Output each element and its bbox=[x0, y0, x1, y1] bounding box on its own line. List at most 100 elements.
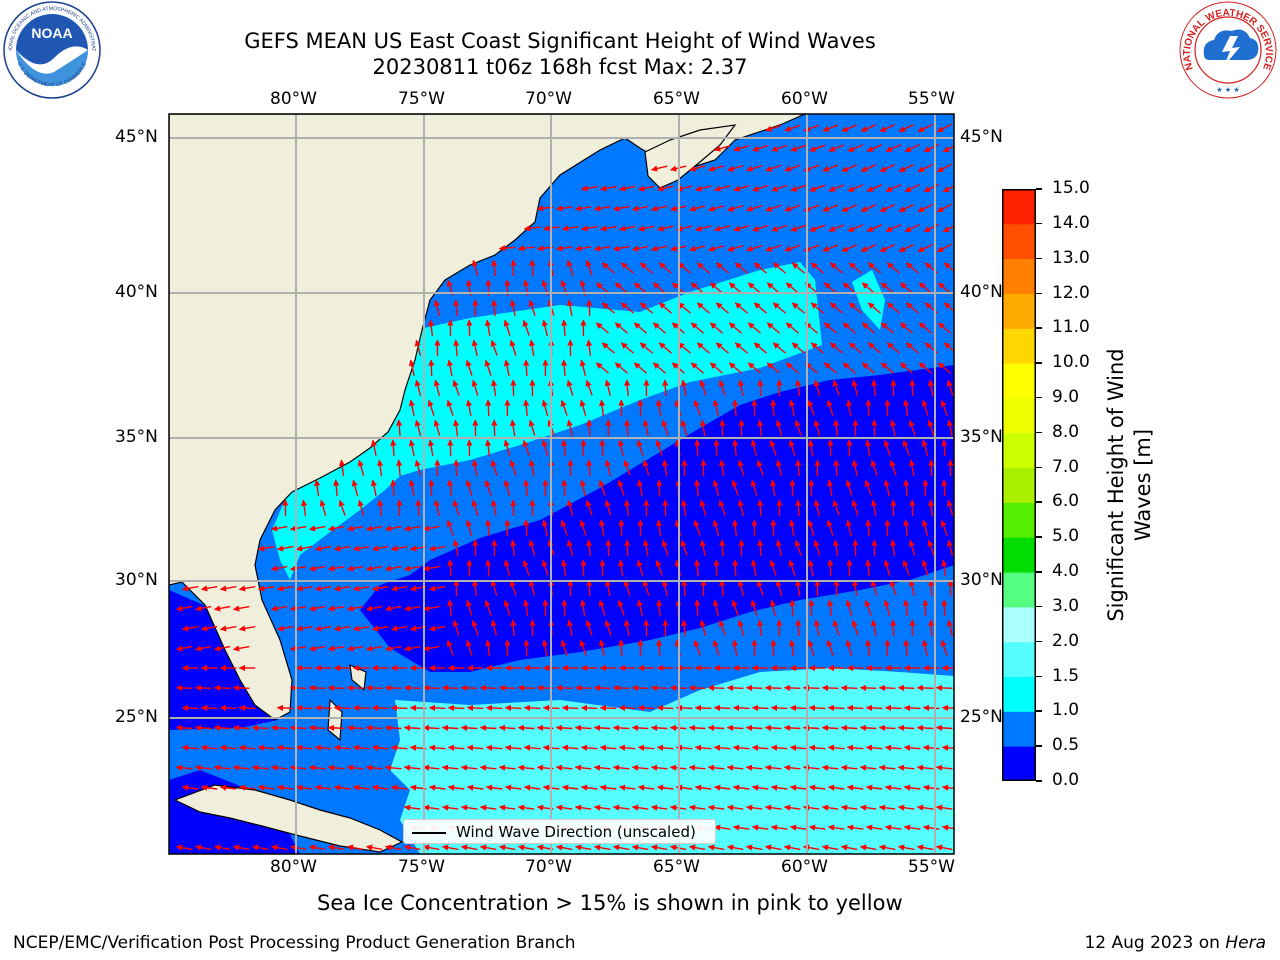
wind-wave-arrow bbox=[769, 559, 777, 576]
wind-wave-arrow bbox=[560, 399, 568, 416]
wind-wave-arrow bbox=[485, 784, 503, 791]
wind-wave-arrow bbox=[351, 479, 359, 496]
wind-wave-arrow bbox=[681, 579, 688, 597]
wind-wave-arrow bbox=[790, 224, 807, 232]
wind-wave-arrow bbox=[783, 724, 801, 731]
wind-wave-arrow bbox=[770, 824, 788, 831]
wind-wave-arrow bbox=[775, 539, 782, 556]
wind-wave-arrow bbox=[746, 244, 763, 252]
wind-wave-arrow bbox=[308, 605, 326, 612]
colorbar-block-7 bbox=[1002, 502, 1036, 538]
wind-wave-arrow bbox=[898, 163, 914, 173]
wind-wave-arrow bbox=[428, 784, 446, 791]
wind-wave-arrow bbox=[847, 184, 864, 192]
wind-wave-arrow bbox=[390, 625, 408, 632]
wind-wave-arrow bbox=[712, 639, 720, 656]
wind-wave-arrow bbox=[390, 439, 397, 457]
wind-wave-arrow bbox=[251, 724, 269, 731]
wind-wave-arrow bbox=[662, 379, 669, 397]
wind-wave-arrow bbox=[846, 704, 864, 712]
wind-wave-arrow bbox=[865, 559, 872, 577]
wind-wave-arrow bbox=[232, 645, 250, 652]
wind-wave-arrow bbox=[879, 244, 895, 252]
wind-wave-arrow bbox=[555, 764, 573, 771]
wind-wave-arrow bbox=[566, 419, 573, 436]
lat-label-right-40n: 40°N bbox=[960, 282, 1003, 302]
colorbar-block-0 bbox=[1002, 746, 1036, 781]
wind-wave-arrow bbox=[655, 439, 663, 456]
wind-wave-arrow bbox=[428, 744, 446, 751]
lat-label-left-35n: 35°N bbox=[115, 427, 158, 447]
wind-wave-arrow bbox=[851, 459, 858, 476]
wind-wave-arrow bbox=[333, 585, 351, 592]
wind-wave-arrow bbox=[751, 704, 769, 712]
wind-wave-arrow bbox=[769, 599, 777, 617]
wind-wave-arrow bbox=[414, 339, 422, 356]
wind-wave-arrow bbox=[661, 459, 669, 477]
wind-wave-arrow bbox=[726, 764, 744, 771]
wind-wave-arrow bbox=[770, 399, 777, 417]
wind-wave-arrow bbox=[522, 319, 530, 336]
wind-wave-arrow bbox=[422, 844, 440, 851]
wind-wave-arrow bbox=[694, 599, 701, 617]
wind-wave-arrow bbox=[650, 684, 668, 692]
wind-wave-arrow bbox=[756, 579, 764, 596]
lat-label-right-30n: 30°N bbox=[960, 570, 1003, 590]
wind-wave-arrow bbox=[447, 784, 465, 791]
wind-wave-arrow bbox=[860, 164, 876, 172]
wind-wave-arrow bbox=[523, 359, 530, 377]
wind-wave-arrow bbox=[352, 744, 370, 751]
wind-wave-arrow bbox=[650, 165, 668, 172]
wind-wave-arrow bbox=[757, 379, 764, 397]
wind-wave-arrow bbox=[693, 519, 701, 536]
wind-wave-arrow bbox=[861, 282, 875, 294]
wind-wave-arrow bbox=[833, 459, 840, 477]
svg-text:★ ★ ★: ★ ★ ★ bbox=[1216, 86, 1239, 94]
wind-wave-arrow bbox=[561, 319, 568, 337]
wind-wave-arrow bbox=[471, 579, 479, 596]
wind-wave-arrow bbox=[447, 744, 465, 751]
wind-wave-arrow bbox=[484, 359, 492, 376]
wind-wave-arrow bbox=[699, 379, 707, 396]
wind-wave-arrow bbox=[403, 804, 421, 811]
wind-wave-arrow bbox=[766, 282, 780, 294]
wind-wave-arrow bbox=[503, 319, 511, 336]
wind-wave-arrow bbox=[194, 724, 212, 731]
wind-wave-arrow bbox=[699, 419, 707, 437]
land-cuba bbox=[173, 784, 404, 853]
wind-wave-arrow bbox=[365, 565, 383, 572]
wind-wave-arrow bbox=[693, 639, 701, 656]
wind-wave-arrow bbox=[918, 282, 932, 294]
wind-wave-arrow bbox=[733, 225, 750, 232]
colorbar-block-15 bbox=[1002, 223, 1036, 260]
colorbar-tick-mark bbox=[1036, 710, 1042, 712]
wind-wave-arrow bbox=[352, 585, 370, 592]
colorbar-tick-mark bbox=[1036, 222, 1042, 225]
wind-wave-arrow bbox=[403, 724, 421, 731]
wind-wave-arrow bbox=[503, 559, 510, 576]
wind-wave-arrow bbox=[485, 559, 492, 577]
wind-wave-arrow bbox=[865, 519, 872, 537]
wind-wave-arrow bbox=[870, 619, 877, 636]
colorbar-tick-mark bbox=[1036, 396, 1042, 399]
wind-wave-arrow bbox=[695, 225, 712, 232]
colorbar-tick-label: 5.0 bbox=[1052, 526, 1080, 547]
wind-wave-arrow bbox=[842, 322, 856, 334]
wind-wave-arrow bbox=[859, 724, 877, 731]
wind-wave-arrow bbox=[408, 359, 415, 376]
wind-wave-arrow bbox=[769, 479, 777, 496]
wind-wave-arrow bbox=[726, 804, 744, 811]
wind-wave-arrow bbox=[936, 243, 952, 253]
wind-wave-arrow bbox=[795, 459, 802, 477]
wind-wave-arrow bbox=[652, 282, 666, 294]
wind-wave-arrow bbox=[870, 579, 878, 596]
wind-wave-arrow bbox=[270, 565, 288, 572]
wind-wave-arrow bbox=[867, 262, 881, 274]
ocean-band-1.5-2.0 bbox=[390, 668, 954, 854]
wind-wave-arrow bbox=[828, 224, 845, 232]
wind-wave-arrow bbox=[790, 144, 807, 152]
wind-wave-arrow bbox=[295, 625, 313, 632]
wind-wave-arrow bbox=[466, 784, 484, 791]
wind-wave-arrow bbox=[902, 439, 910, 456]
wind-wave-arrow bbox=[631, 844, 649, 851]
